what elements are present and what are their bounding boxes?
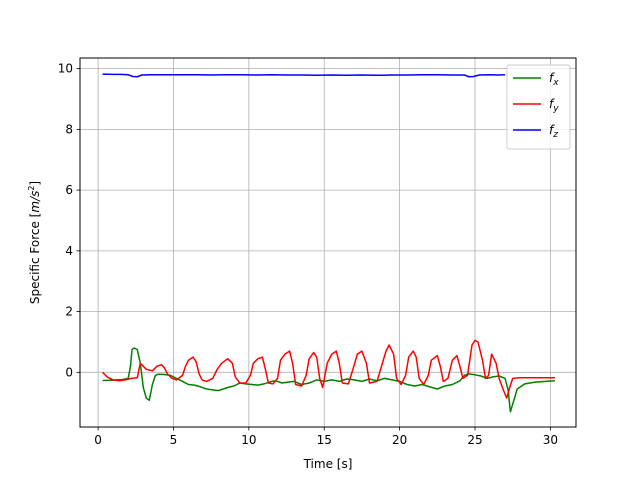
y-tick-label: 0 (65, 365, 73, 379)
x-tick-label: 5 (170, 433, 178, 447)
x-tick-label: 30 (543, 433, 558, 447)
legend-label-main: f (549, 123, 555, 137)
x-tick-label: 0 (94, 433, 102, 447)
x-tick-label: 15 (317, 433, 332, 447)
x-tick-label: 20 (392, 433, 407, 447)
y-tick-label: 10 (58, 62, 73, 76)
legend-label-sub: y (552, 104, 559, 114)
y-axis-label-exponent: 2 (27, 186, 36, 191)
grid-lines (80, 58, 576, 427)
legend-label: fx (549, 71, 559, 88)
y-tick-label: 2 (65, 305, 73, 319)
legend-label: fz (549, 123, 558, 140)
x-axis-label: Time [s] (303, 457, 353, 471)
series-line-fz (102, 73, 506, 78)
y-axis-label-main: Specific Force [ (28, 213, 42, 304)
plot-area-frame (79, 57, 577, 428)
legend-box (506, 64, 571, 150)
x-tick-label: 10 (241, 433, 256, 447)
x-tick-label: 25 (467, 433, 482, 447)
legend-label-sub: z (552, 130, 558, 140)
series-line-fy (102, 339, 555, 399)
series-lines (102, 73, 555, 413)
y-axis-label: Specific Force [m/s2] (27, 181, 42, 304)
legend-label-main: f (549, 97, 555, 111)
y-tick-label: 6 (65, 183, 73, 197)
legend-label: fy (549, 97, 559, 114)
y-axis-label-unit: m/s (28, 191, 42, 213)
y-tick-label: 8 (65, 122, 73, 136)
y-axis-label-close: ] (28, 181, 42, 186)
axis-ticks: 0 5 10 15 20 25 30 0 2 4 6 8 10 (58, 62, 558, 447)
legend-label-main: f (549, 71, 555, 85)
legend-label-sub: x (552, 78, 559, 88)
y-tick-label: 4 (65, 244, 73, 258)
series-line-fx (102, 347, 555, 413)
